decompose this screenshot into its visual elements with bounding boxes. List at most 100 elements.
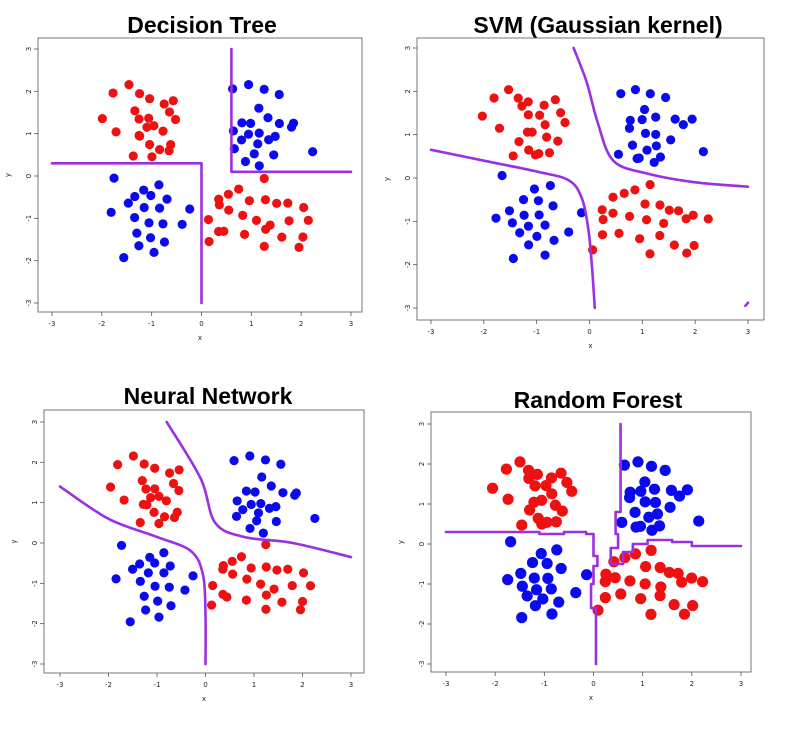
x-tick-label: -1 <box>541 680 548 688</box>
plot-frame <box>37 37 363 313</box>
blue-point <box>274 89 284 100</box>
red-point <box>529 480 541 492</box>
y-axis-label: y <box>397 540 405 544</box>
blue-point <box>551 544 563 556</box>
blue-point <box>158 219 168 229</box>
red-point <box>560 117 570 128</box>
blue-point <box>243 129 254 139</box>
blue-point <box>246 499 256 510</box>
x-tick-label: 3 <box>349 320 353 328</box>
blue-point <box>310 513 320 524</box>
blue-point <box>630 521 642 533</box>
blue-point <box>540 220 550 230</box>
red-point <box>686 572 698 584</box>
red-point <box>298 232 308 242</box>
blue-point <box>246 118 256 128</box>
red-point <box>277 232 287 242</box>
y-tick-label: -1 <box>25 215 33 222</box>
blue-point <box>185 204 195 214</box>
blue-point <box>518 195 529 205</box>
blue-point <box>535 548 547 560</box>
x-tick-label: -3 <box>49 320 56 328</box>
red-point <box>502 493 514 505</box>
red-point <box>303 215 313 225</box>
blue-point <box>308 147 318 157</box>
red-point <box>624 211 635 222</box>
red-point <box>550 95 560 105</box>
red-point <box>272 198 282 208</box>
red-point <box>259 241 269 251</box>
blue-point <box>529 184 540 194</box>
blue-point <box>119 253 129 263</box>
x-tick-label: 0 <box>203 681 207 689</box>
blue-point <box>666 135 676 145</box>
blue-point <box>260 455 271 465</box>
red-point <box>246 563 256 573</box>
chart-title: Decision Tree <box>127 12 277 38</box>
red-point <box>168 478 179 489</box>
blue-point <box>130 212 140 223</box>
blue-point <box>253 139 263 149</box>
blue-point <box>519 210 529 220</box>
blue-point <box>532 231 542 241</box>
blue-point <box>263 113 273 123</box>
red-point <box>259 173 269 184</box>
x-tick-label: -3 <box>57 681 64 689</box>
red-point <box>119 495 129 505</box>
red-point <box>144 113 154 123</box>
blue-point <box>542 572 554 584</box>
blue-point <box>651 129 661 140</box>
blue-point <box>670 114 680 124</box>
blue-point <box>507 218 517 228</box>
red-point <box>137 475 147 486</box>
y-tick-label: -1 <box>418 581 426 588</box>
red-point <box>654 561 666 574</box>
red-point <box>540 120 550 130</box>
red-point <box>234 184 244 194</box>
y-tick-label: 1 <box>31 500 39 504</box>
decision-boundary <box>50 162 203 305</box>
red-point <box>688 210 698 220</box>
blue-point <box>548 201 558 211</box>
blue-point <box>238 505 248 515</box>
blue-point <box>150 558 160 568</box>
red-point <box>489 93 499 103</box>
blue-point <box>188 571 198 581</box>
red-point <box>523 110 533 120</box>
blue-point <box>521 590 533 602</box>
red-point <box>629 548 642 560</box>
blue-point <box>266 481 276 491</box>
red-point <box>261 224 271 234</box>
red-point <box>676 576 688 588</box>
blue-point <box>150 581 160 591</box>
red-point <box>655 581 667 593</box>
red-point <box>599 592 611 604</box>
y-tick-label: 1 <box>25 131 33 135</box>
blue-point <box>533 196 544 206</box>
blue-point <box>276 459 286 469</box>
x-tick-label: -3 <box>428 328 435 336</box>
blue-point <box>278 488 288 498</box>
red-point <box>261 590 271 600</box>
red-point <box>524 145 534 155</box>
blue-point <box>144 218 154 228</box>
blue-point <box>256 499 266 509</box>
plot-frame <box>430 411 752 673</box>
blue-point <box>232 496 242 506</box>
red-point <box>161 496 171 506</box>
red-point <box>687 599 699 612</box>
red-point <box>218 564 228 574</box>
blue-point <box>159 548 169 558</box>
red-point <box>669 240 679 250</box>
blue-point <box>135 559 145 569</box>
red-point <box>659 218 669 228</box>
red-point <box>170 114 181 125</box>
red-point <box>696 576 709 588</box>
red-point <box>645 249 655 259</box>
red-point <box>609 572 621 584</box>
blue-point <box>523 221 534 231</box>
blue-point <box>504 206 515 216</box>
blue-point <box>625 115 635 125</box>
blue-point <box>502 574 514 586</box>
red-point <box>236 552 247 562</box>
